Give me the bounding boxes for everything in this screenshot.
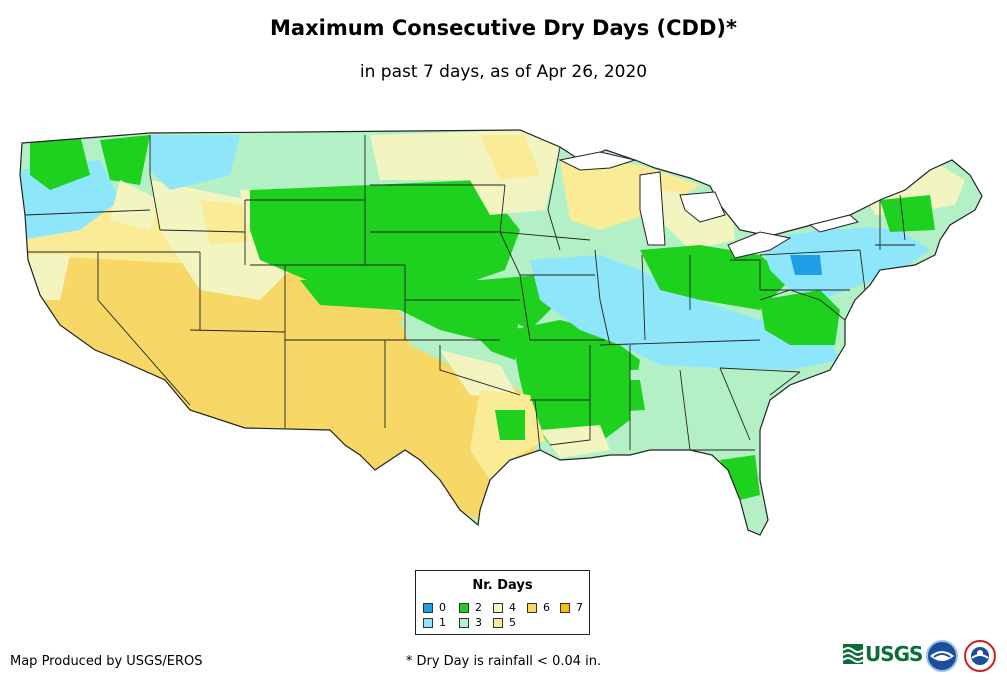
legend-swatch-7: [560, 603, 570, 613]
dry-day-footnote: * Dry Day is rainfall < 0.04 in.: [405, 654, 602, 669]
map-title: Maximum Consecutive Dry Days (CDD)*: [270, 16, 737, 40]
map-credit: Map Produced by USGS/EROS: [10, 654, 203, 669]
legend-swatch-2: [459, 603, 469, 613]
usgs-logo: USGS: [842, 641, 923, 667]
legend-label-1: 1: [439, 616, 446, 629]
legend: Nr. Days 0 1 2 3 4 5 6 7: [415, 570, 590, 635]
great-lakes: [558, 151, 860, 259]
usgs-wordmark: USGS: [865, 642, 923, 666]
legend-label-4: 4: [509, 601, 516, 614]
legend-swatch-0: [423, 603, 433, 613]
legend-label-2: 2: [475, 601, 482, 614]
usgs-wave-icon: [842, 644, 864, 664]
legend-swatch-1: [423, 618, 433, 628]
nws-logo-icon: [964, 640, 996, 672]
state-borders: [24, 135, 915, 451]
legend-swatch-4: [493, 603, 503, 613]
legend-swatch-3: [459, 618, 469, 628]
legend-label-7: 7: [576, 601, 583, 614]
map-subtitle: in past 7 days, as of Apr 26, 2020: [359, 62, 648, 82]
legend-label-3: 3: [475, 616, 482, 629]
legend-title: Nr. Days: [472, 578, 533, 593]
noaa-logo-icon: [926, 640, 958, 672]
legend-label-0: 0: [439, 601, 446, 614]
legend-label-5: 5: [509, 616, 516, 629]
legend-swatch-5: [493, 618, 503, 628]
legend-label-6: 6: [543, 601, 550, 614]
legend-swatch-6: [527, 603, 537, 613]
